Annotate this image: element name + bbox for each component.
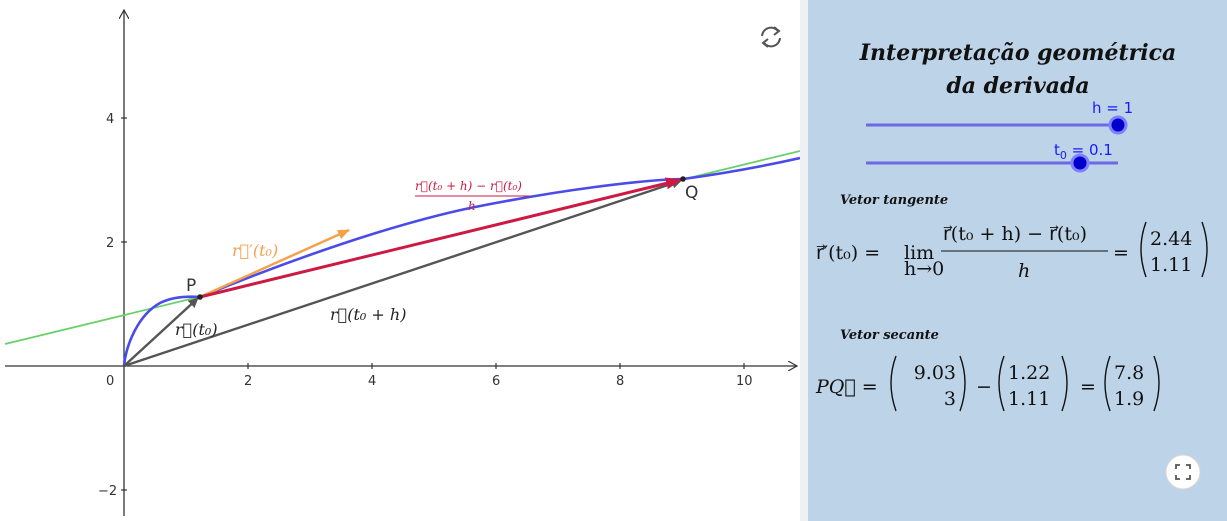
secant-eq-minus: − <box>976 376 992 398</box>
x-tick-label: 4 <box>368 374 376 389</box>
tangent-vector-label: r⃗′(t₀) <box>232 241 278 260</box>
x-tick-label: 2 <box>244 374 252 389</box>
tangent-eq-equals: = <box>1113 242 1129 264</box>
panel-divider[interactable] <box>800 0 808 521</box>
vector-component: 9.03 <box>914 362 956 384</box>
x-tick-label: 6 <box>492 374 500 389</box>
position-vector-rt0h[interactable] <box>123 178 682 368</box>
secant-label-numerator: r⃗(t₀ + h) − r⃗(t₀) <box>415 179 522 193</box>
secant-vector[interactable] <box>199 177 682 299</box>
vector-component: 3 <box>944 388 956 410</box>
fullscreen-button[interactable] <box>1165 454 1201 490</box>
vector-component: 7.8 <box>1114 362 1144 384</box>
position-vector-rt0[interactable] <box>123 297 199 367</box>
right-paren <box>1153 355 1160 412</box>
secant-label-denominator: h <box>468 199 476 213</box>
point-p-label: P <box>186 276 196 296</box>
vector-component: 1.11 <box>1008 388 1050 410</box>
rt0h-label: r⃗(t₀ + h) <box>330 305 406 324</box>
panel-title-line2: da derivada <box>946 73 1089 99</box>
slider-t0-handle[interactable] <box>1070 153 1090 173</box>
rt0-label: r⃗(t₀) <box>175 320 218 339</box>
tangent-eq-lim-sub: h→0 <box>904 258 944 280</box>
tangent-eq-frac-num: r⃗(t₀ + h) − r⃗(t₀) <box>943 223 1087 245</box>
right-paren <box>959 355 966 412</box>
algebra-panel: Interpretação geométrica da derivada h =… <box>808 0 1227 521</box>
right-paren <box>1061 355 1068 412</box>
x-tick-label: 10 <box>736 374 753 389</box>
secant-vector-q: 9.03 3 <box>890 355 966 412</box>
point-q-label: Q <box>685 183 698 203</box>
secant-vector-p: 1.22 1.11 <box>998 355 1068 412</box>
panel-canvas: Interpretação geométrica da derivada h =… <box>815 40 1208 490</box>
curve[interactable] <box>122 156 800 367</box>
tangent-vector-result: 2.44 1.11 <box>1140 221 1208 278</box>
left-paren <box>1140 221 1147 278</box>
vector-component: 2.44 <box>1150 228 1192 250</box>
graph-canvas[interactable]: 0 2 4 6 8 10 4 2 −2 P Q <box>0 0 800 521</box>
secant-eq-equals: = <box>1080 376 1096 398</box>
vector-component: 1.9 <box>1114 388 1144 410</box>
tangent-section-title: Vetor tangente <box>840 193 948 208</box>
point-p[interactable] <box>197 294 203 300</box>
slider-h-handle[interactable] <box>1108 115 1128 135</box>
y-tick-label: −2 <box>98 484 117 499</box>
fullscreen-icon <box>1175 464 1191 480</box>
secant-eq-lhs: PQ⃗ = <box>815 376 878 398</box>
tangent-eq-frac-den: h <box>1018 260 1030 282</box>
secant-vector-result: 7.8 1.9 <box>1104 355 1160 412</box>
axis-ticks <box>121 117 745 491</box>
right-paren <box>1201 221 1208 278</box>
slider-t0-label-sub: 0 <box>1060 149 1067 162</box>
refresh-icon[interactable] <box>761 26 781 48</box>
x-tick-label: 0 <box>106 374 114 389</box>
left-paren <box>1104 355 1111 412</box>
secant-section-title: Vetor secante <box>840 328 939 343</box>
tangent-vector[interactable] <box>199 228 350 299</box>
vector-component: 1.22 <box>1008 362 1050 384</box>
panel-title-line1: Interpretação geométrica <box>859 40 1177 66</box>
slider-t0-label-base: t <box>1054 141 1060 159</box>
slider-h-label: h = 1 <box>1092 99 1133 117</box>
left-paren <box>998 355 1005 412</box>
x-tick-label: 8 <box>616 374 624 389</box>
left-paren <box>890 355 897 412</box>
point-q[interactable] <box>680 176 686 182</box>
tangent-eq-lim: lim <box>904 242 934 264</box>
vector-component: 1.11 <box>1150 254 1192 276</box>
y-tick-label: 2 <box>106 236 114 251</box>
graphics-view[interactable]: 0 2 4 6 8 10 4 2 −2 P Q <box>0 0 800 521</box>
tangent-eq-lhs: r⃗′(t₀) = <box>816 242 880 264</box>
y-tick-label: 4 <box>106 112 114 127</box>
